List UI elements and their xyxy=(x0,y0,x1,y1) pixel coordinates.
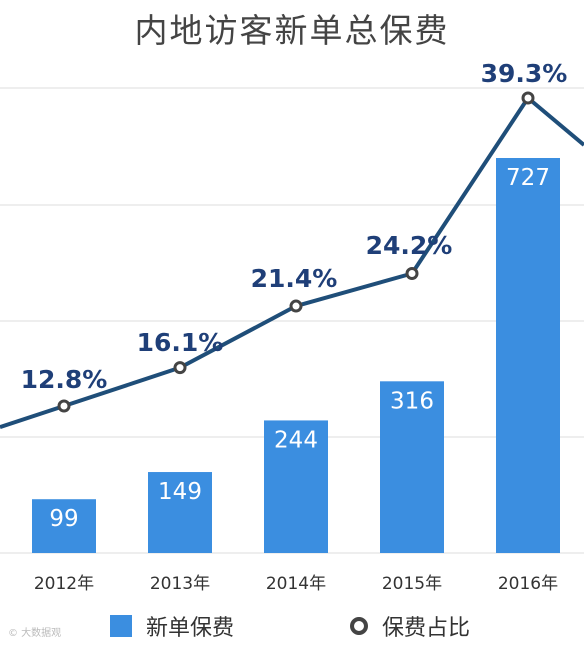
bar-4 xyxy=(496,158,560,553)
bar-value-label-4: 727 xyxy=(506,165,550,191)
bar-1 xyxy=(148,472,212,553)
x-tick-label-0: 2012年 xyxy=(34,574,94,594)
line-value-label-0: 12.8% xyxy=(21,365,108,394)
chart-title: 内地访客新单总保费 xyxy=(134,11,450,50)
line-value-label-4: 39.3% xyxy=(481,59,568,88)
bar-3 xyxy=(380,381,444,553)
legend: 新单保费 保费占比 xyxy=(0,610,584,648)
line-point-2 xyxy=(289,299,303,313)
line-value-label-3: 24.2% xyxy=(366,231,453,260)
chart-plot-area: 99 149 244 316 727 2012年 2013年 2014年 2015年 2016年 1… xyxy=(0,59,584,594)
line-value-label-1: 16.1% xyxy=(137,328,224,357)
bar-2 xyxy=(264,420,328,553)
line-point-0 xyxy=(57,399,71,413)
legend-label-bar: 新单保费 xyxy=(146,616,235,641)
line-point-4 xyxy=(521,91,535,105)
line-point-3 xyxy=(405,267,419,281)
bar-value-label-3: 316 xyxy=(390,388,434,414)
legend-swatch-bar xyxy=(110,615,132,637)
legend-marker-line xyxy=(350,617,368,635)
bar-0 xyxy=(32,499,96,553)
bar-value-label-2: 244 xyxy=(274,427,318,453)
watermark-logo: © 大数据观 xyxy=(8,628,62,639)
x-tick-label-4: 2016年 xyxy=(498,574,558,594)
legend-item-bar: 新单保费 xyxy=(110,610,234,642)
x-tick-label-2: 2014年 xyxy=(266,574,326,594)
x-tick-label-1: 2013年 xyxy=(150,574,210,594)
x-tick-label-3: 2015年 xyxy=(382,574,442,594)
bar-value-label-1: 149 xyxy=(158,479,202,505)
line-value-label-2: 21.4% xyxy=(251,264,338,293)
bar-value-label-0: 99 xyxy=(49,506,78,532)
line-point-1 xyxy=(173,361,187,375)
legend-label-line: 保费占比 xyxy=(382,616,471,641)
legend-item-line: 保费占比 xyxy=(350,610,470,642)
